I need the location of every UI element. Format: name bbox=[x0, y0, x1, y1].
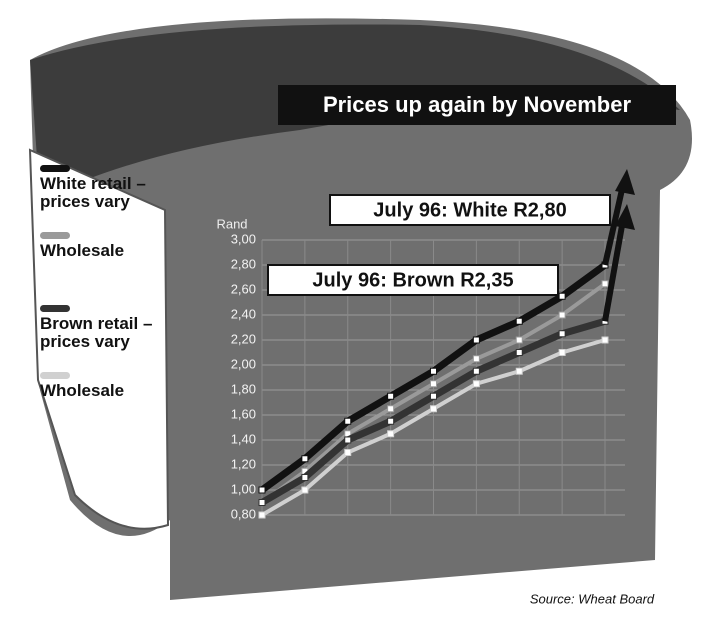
point bbox=[388, 418, 394, 424]
y-tick-label: 1,60 bbox=[231, 406, 256, 421]
point bbox=[602, 337, 608, 343]
point bbox=[473, 356, 479, 362]
point bbox=[473, 337, 479, 343]
legend-item: Wholesale bbox=[40, 372, 165, 400]
y-tick-label: 2,20 bbox=[231, 331, 256, 346]
point bbox=[302, 456, 308, 462]
legend-item: Wholesale bbox=[40, 232, 165, 260]
legend-swatch bbox=[40, 232, 70, 239]
annotation: July 96: Brown R2,35 bbox=[312, 269, 513, 291]
point bbox=[516, 350, 522, 356]
y-tick-label: 2,40 bbox=[231, 306, 256, 321]
point bbox=[345, 450, 351, 456]
legend-item: Brown retail – prices vary bbox=[40, 305, 165, 351]
legend-item: White retail – prices vary bbox=[40, 165, 165, 211]
point bbox=[431, 368, 437, 374]
point bbox=[259, 487, 265, 493]
page: Prices up again by November Rand Source:… bbox=[0, 0, 701, 629]
annotation: July 96: White R2,80 bbox=[373, 199, 566, 221]
point bbox=[388, 431, 394, 437]
y-tick-label: 1,80 bbox=[231, 381, 256, 396]
point bbox=[259, 512, 265, 518]
point bbox=[473, 381, 479, 387]
y-tick-label: 2,00 bbox=[231, 356, 256, 371]
point bbox=[559, 350, 565, 356]
point bbox=[431, 393, 437, 399]
legend-label: White retail – prices vary bbox=[40, 174, 146, 211]
y-tick-label: 1,40 bbox=[231, 431, 256, 446]
point bbox=[559, 293, 565, 299]
point bbox=[431, 381, 437, 387]
point bbox=[473, 368, 479, 374]
chart-title: Prices up again by November bbox=[323, 92, 632, 117]
legend-label: Brown retail – prices vary bbox=[40, 314, 152, 351]
y-tick-label: 2,60 bbox=[231, 281, 256, 296]
legend-label: Wholesale bbox=[40, 381, 124, 400]
point bbox=[259, 500, 265, 506]
point bbox=[302, 475, 308, 481]
point bbox=[302, 487, 308, 493]
y-tick-label: 2,80 bbox=[231, 256, 256, 271]
point bbox=[559, 331, 565, 337]
point bbox=[516, 337, 522, 343]
y-tick-label: 3,00 bbox=[231, 231, 256, 246]
legend-swatch bbox=[40, 165, 70, 172]
point bbox=[345, 437, 351, 443]
point bbox=[516, 318, 522, 324]
y-tick-label: 0,80 bbox=[231, 506, 256, 521]
legend-label: Wholesale bbox=[40, 241, 124, 260]
point bbox=[388, 393, 394, 399]
point bbox=[431, 406, 437, 412]
source: Source: Wheat Board bbox=[530, 591, 655, 606]
y-tick-label: 1,00 bbox=[231, 481, 256, 496]
legend-swatch bbox=[40, 305, 70, 312]
point bbox=[559, 312, 565, 318]
point bbox=[602, 281, 608, 287]
y-axis-label: Rand bbox=[216, 216, 247, 231]
y-tick-label: 1,20 bbox=[231, 456, 256, 471]
point bbox=[516, 368, 522, 374]
legend-swatch bbox=[40, 372, 70, 379]
point bbox=[388, 406, 394, 412]
point bbox=[345, 418, 351, 424]
